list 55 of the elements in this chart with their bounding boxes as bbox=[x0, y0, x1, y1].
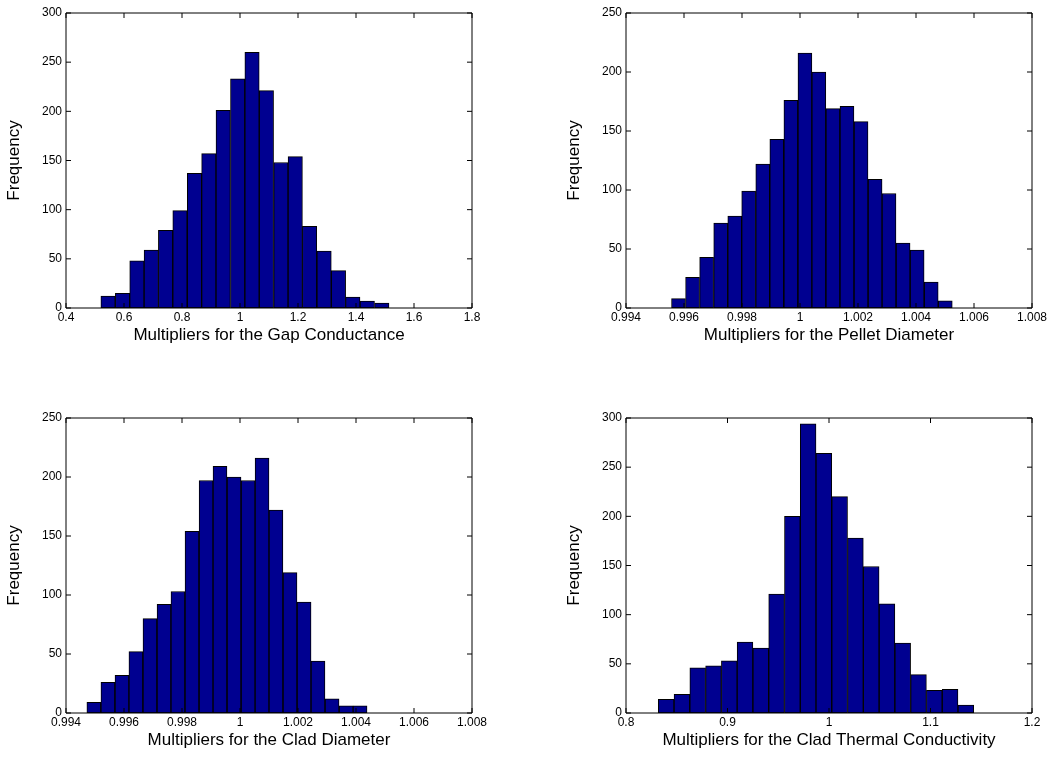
y-axis-title: Frequency bbox=[3, 119, 23, 201]
y-tick-label: 50 bbox=[48, 251, 63, 266]
x-axis-title: Multipliers for the Clad Thermal Conductivity bbox=[662, 730, 997, 750]
y-tick-label: 150 bbox=[41, 152, 63, 167]
y-tick-label: 50 bbox=[608, 241, 623, 256]
x-tick-label: 1.008 bbox=[1016, 309, 1048, 324]
x-tick-label: 1.2 bbox=[1023, 714, 1041, 729]
x-tick-label: 1 bbox=[236, 714, 244, 729]
y-axis-title: Frequency bbox=[563, 119, 583, 201]
x-tick-label: 0.996 bbox=[668, 309, 700, 324]
x-tick-label: 0.998 bbox=[726, 309, 758, 324]
y-tick-label: 200 bbox=[601, 508, 623, 523]
x-tick-label: 0.9 bbox=[719, 714, 737, 729]
x-tick-label: 1.1 bbox=[922, 714, 940, 729]
y-tick-label: 200 bbox=[601, 64, 623, 79]
x-axis-title: Multipliers for the Gap Conductance bbox=[133, 325, 405, 345]
x-tick-label: 1.002 bbox=[842, 309, 874, 324]
x-tick-label: 1.004 bbox=[900, 309, 932, 324]
x-tick-label: 1.006 bbox=[398, 714, 430, 729]
y-tick-label: 250 bbox=[601, 459, 623, 474]
y-tick-label: 250 bbox=[41, 410, 63, 425]
x-tick-label: 1 bbox=[825, 714, 833, 729]
x-tick-label: 0.8 bbox=[173, 309, 191, 324]
y-tick-label: 150 bbox=[601, 557, 623, 572]
x-tick-label: 1 bbox=[796, 309, 804, 324]
x-tick-label: 0.6 bbox=[115, 309, 133, 324]
y-tick-label: 300 bbox=[601, 410, 623, 425]
y-tick-label: 150 bbox=[41, 528, 63, 543]
y-tick-label: 300 bbox=[41, 5, 63, 20]
y-tick-label: 250 bbox=[41, 54, 63, 69]
y-tick-label: 150 bbox=[601, 123, 623, 138]
x-tick-label: 1.2 bbox=[289, 309, 307, 324]
y-axis-title: Frequency bbox=[3, 524, 23, 606]
x-tick-label: 1.6 bbox=[405, 309, 423, 324]
x-tick-label: 1.006 bbox=[958, 309, 990, 324]
x-axis-title: Multipliers for the Pellet Diameter bbox=[703, 325, 955, 345]
x-tick-label: 1.008 bbox=[456, 714, 488, 729]
y-tick-label: 50 bbox=[608, 656, 623, 671]
x-tick-label: 1.4 bbox=[347, 309, 365, 324]
x-axis-title: Multipliers for the Clad Diameter bbox=[147, 730, 391, 750]
y-tick-label: 100 bbox=[41, 201, 63, 216]
y-tick-label: 200 bbox=[41, 469, 63, 484]
x-tick-label: 0.998 bbox=[166, 714, 198, 729]
y-tick-label: 100 bbox=[601, 182, 623, 197]
x-tick-label: 1.002 bbox=[282, 714, 314, 729]
y-tick-label: 250 bbox=[601, 5, 623, 20]
y-tick-label: 100 bbox=[601, 606, 623, 621]
y-tick-label: 50 bbox=[48, 646, 63, 661]
y-tick-label: 100 bbox=[41, 587, 63, 602]
x-tick-label: 1.8 bbox=[463, 309, 481, 324]
y-axis-title: Frequency bbox=[563, 524, 583, 606]
x-tick-label: 0.996 bbox=[108, 714, 140, 729]
x-tick-label: 1 bbox=[236, 309, 244, 324]
y-tick-label: 200 bbox=[41, 103, 63, 118]
x-tick-label: 1.004 bbox=[340, 714, 372, 729]
